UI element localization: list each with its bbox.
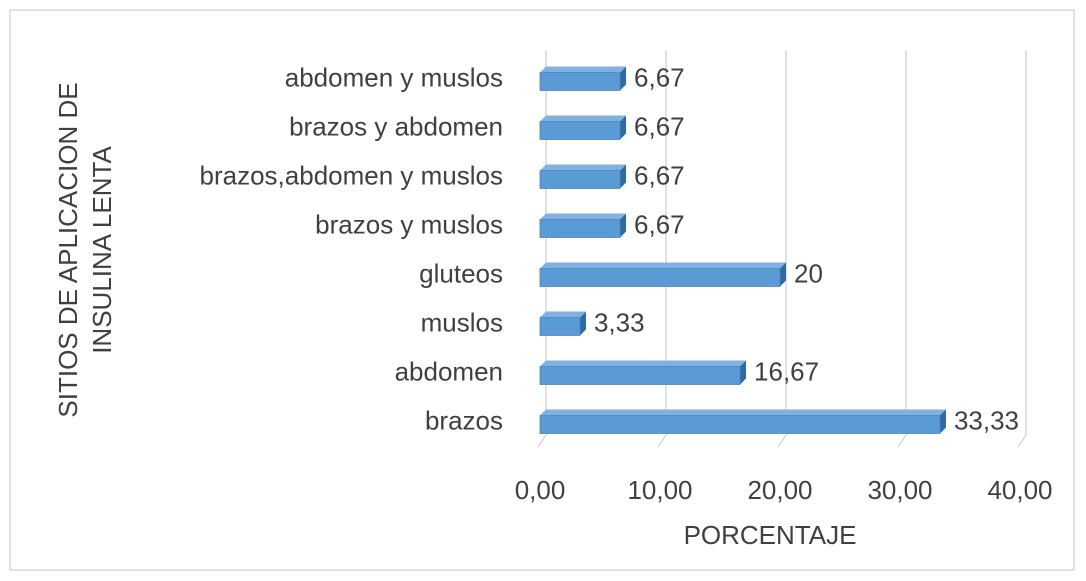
bar-side [620,66,627,91]
y-tick-label: abdomen [395,356,503,386]
y-tick-label: muslos [421,307,503,337]
data-label: 3,33 [594,307,645,337]
y-tick-label: brazos [425,405,503,435]
bar-side [780,262,786,287]
bar-side [939,409,946,434]
y-axis-title: SITIOS DE APLICACION DE INSULINA LENTA [53,82,117,417]
bar [539,121,621,140]
data-label: 16,67 [754,356,819,386]
bar-top [540,115,627,122]
bar-top [540,66,627,73]
x-axis-title: PORCENTAJE [684,520,857,550]
x-tick-label: 40,00 [987,475,1052,505]
y-axis-title-line: INSULINA LENTA [87,146,117,354]
bar [539,268,781,287]
data-label: 33,33 [954,405,1019,435]
data-label: 6,67 [634,160,685,190]
grid-line [777,50,787,448]
bar-side [740,360,747,385]
bar-top [540,409,946,416]
bar [539,415,941,434]
bar-side [620,213,627,238]
bar-side [620,115,627,140]
y-tick-label: abdomen y muslos [285,62,503,92]
grid-line [657,50,667,448]
bar [539,366,741,385]
bar-top [540,164,627,171]
bar-side [620,164,627,189]
bar [539,317,581,336]
grid-line [1017,50,1027,448]
data-label: 6,67 [634,62,685,92]
bar-top [540,311,586,318]
bar [539,72,621,91]
bar-top [540,262,786,269]
grid-line [897,50,907,448]
y-axis-title-line: SITIOS DE APLICACION DE [53,82,83,417]
y-tick-label: brazos,abdomen y muslos [200,160,503,190]
x-tick-label: 0,00 [515,475,566,505]
y-tick-label: brazos y abdomen [289,111,503,141]
data-label: 6,67 [634,209,685,239]
data-label: 20 [794,258,823,288]
y-tick-label: brazos y muslos [315,209,503,239]
bar-side [579,311,586,336]
x-tick-label: 10,00 [627,475,692,505]
y-tick-label: gluteos [419,258,503,288]
bar [539,219,621,238]
bar-top [540,360,747,367]
chart-frame [9,9,1075,571]
bar-top [540,213,627,220]
data-label: 6,67 [634,111,685,141]
bar [539,170,621,189]
x-tick-label: 20,00 [747,475,812,505]
x-tick-label: 30,00 [867,475,932,505]
